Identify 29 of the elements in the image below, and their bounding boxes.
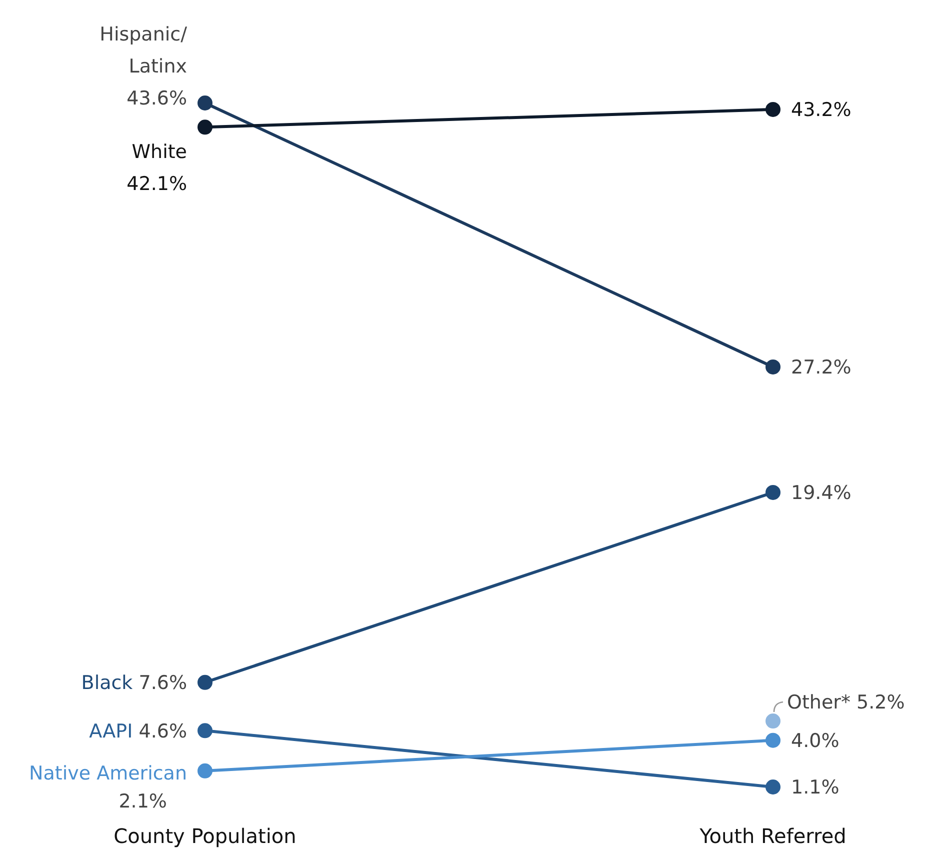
point [766,484,780,500]
data-label: 27.2% [791,356,852,379]
text: AAPI [89,720,133,742]
data-label: 43.6% [126,88,187,110]
point [766,714,780,729]
data-label: 19.4% [791,482,852,504]
data-label: 2.1% [118,790,167,813]
data-label: 4.0% [791,730,840,752]
point [198,96,212,110]
data-label: 42.1% [126,172,187,195]
point [766,780,780,794]
point [198,674,212,690]
x-tick-label: County Population [114,824,296,848]
point [766,102,780,117]
data-label: 1.1% [791,776,840,799]
data-label: 7.6% [132,672,187,694]
series-label: Hispanic/Latinx [100,24,188,78]
data-label: 4.6% [132,720,187,742]
point [198,723,212,738]
point [766,359,780,374]
point [198,763,212,778]
text: Other* 5.2% [787,692,905,714]
series-label: White [132,140,187,163]
text: Black [81,672,133,694]
series-label: Native American [29,762,187,785]
point [198,120,212,135]
data-label: 43.2% [791,99,852,122]
x-tick-label: Youth Referred [698,824,846,848]
point [766,732,780,748]
